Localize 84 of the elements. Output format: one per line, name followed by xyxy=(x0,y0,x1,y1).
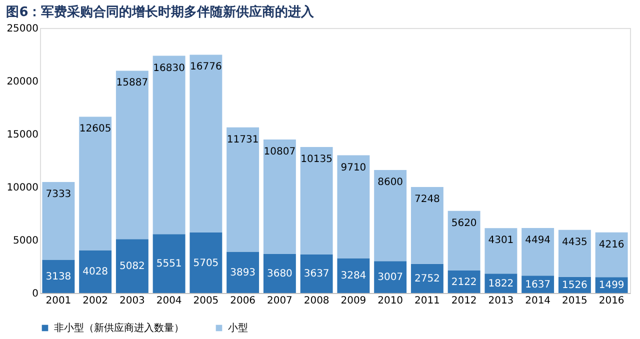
data-label: 7248 xyxy=(414,194,440,205)
legend-label: 小型 xyxy=(228,322,248,334)
y-tick-label: 0 xyxy=(32,288,38,300)
bar xyxy=(116,239,148,293)
x-tick-label: 2001 xyxy=(46,296,72,306)
bar xyxy=(374,170,407,262)
bar xyxy=(337,258,370,293)
x-tick-label: 2014 xyxy=(525,296,551,306)
legend-label: 非小型（新供应商进入数量） xyxy=(54,322,184,334)
data-label: 4435 xyxy=(562,236,588,248)
x-tick-label: 2009 xyxy=(340,296,366,306)
data-label: 1637 xyxy=(525,279,551,290)
y-tick-label: 5000 xyxy=(13,236,38,246)
data-label: 4301 xyxy=(488,235,514,246)
data-label: 16776 xyxy=(190,62,222,73)
data-label: 16830 xyxy=(153,62,185,74)
bar xyxy=(374,261,407,293)
x-tick-label: 2010 xyxy=(378,296,404,306)
x-tick-label: 2011 xyxy=(414,296,440,306)
x-tick-label: 2012 xyxy=(451,296,477,306)
data-label: 1499 xyxy=(598,280,624,292)
x-tick-label: 2013 xyxy=(488,296,514,306)
bar xyxy=(79,250,112,293)
chart-title: 图6：军费采购合同的增长时期多伴随新供应商的进入 xyxy=(6,4,316,20)
x-tick-label: 2016 xyxy=(598,296,624,306)
bar xyxy=(42,260,75,293)
data-label: 3637 xyxy=(304,268,330,280)
bar xyxy=(226,127,260,252)
data-label: 4494 xyxy=(525,235,551,246)
data-label: 4028 xyxy=(82,266,108,278)
bar xyxy=(263,254,296,293)
x-tick-label: 2004 xyxy=(156,296,182,306)
data-label: 3284 xyxy=(340,270,366,282)
bar xyxy=(484,228,518,274)
data-label: 3007 xyxy=(378,272,404,284)
bar xyxy=(152,234,186,293)
data-label: 7333 xyxy=(46,189,72,200)
y-tick-label: 15000 xyxy=(6,130,38,140)
x-tick-label: 2007 xyxy=(266,296,292,306)
bar xyxy=(79,116,112,250)
bar xyxy=(226,252,260,293)
x-tick-label: 2005 xyxy=(193,296,219,306)
data-label: 4216 xyxy=(598,239,624,250)
bar xyxy=(116,70,148,240)
data-label: 5705 xyxy=(193,258,219,269)
data-label: 15887 xyxy=(116,78,148,89)
bar xyxy=(263,139,296,254)
bar xyxy=(300,147,333,254)
data-label: 11731 xyxy=(226,134,259,146)
bar xyxy=(558,230,591,277)
data-label: 1526 xyxy=(562,280,588,291)
data-label: 1822 xyxy=(488,278,514,290)
y-tick-label: 10000 xyxy=(6,182,38,194)
y-tick-label: 25000 xyxy=(6,24,38,34)
bar xyxy=(190,54,222,233)
x-tick-label: 2006 xyxy=(230,296,256,306)
data-label: 10807 xyxy=(264,146,296,158)
data-label: 5620 xyxy=(451,218,477,229)
data-label: 5551 xyxy=(156,258,182,270)
data-label: 12605 xyxy=(79,124,112,135)
data-label: 9710 xyxy=(340,162,366,174)
data-label: 3893 xyxy=(230,267,256,278)
bar xyxy=(42,182,75,260)
x-tick-label: 2002 xyxy=(82,296,108,306)
bar xyxy=(337,155,370,258)
data-label: 2122 xyxy=(451,276,477,288)
bar xyxy=(522,228,554,276)
bar xyxy=(190,232,222,293)
x-tick-label: 2008 xyxy=(304,296,330,306)
data-label: 8600 xyxy=(378,176,404,188)
data-label: 3680 xyxy=(266,268,292,280)
x-tick-label: 2015 xyxy=(562,296,588,306)
x-tick-label: 2003 xyxy=(119,296,145,306)
bar xyxy=(300,254,333,293)
data-label: 5082 xyxy=(119,261,145,272)
bar xyxy=(595,232,628,278)
y-tick-label: 20000 xyxy=(6,76,38,88)
bar xyxy=(410,264,444,293)
data-label: 10135 xyxy=(300,154,332,166)
data-label: 3138 xyxy=(46,271,72,282)
bar xyxy=(410,187,444,264)
bar xyxy=(152,56,186,234)
data-label: 2752 xyxy=(414,273,440,284)
bar xyxy=(448,210,480,271)
